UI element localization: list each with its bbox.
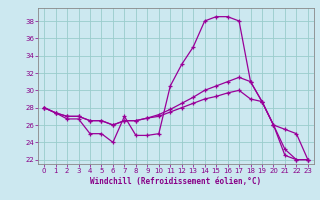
X-axis label: Windchill (Refroidissement éolien,°C): Windchill (Refroidissement éolien,°C) [91, 177, 261, 186]
